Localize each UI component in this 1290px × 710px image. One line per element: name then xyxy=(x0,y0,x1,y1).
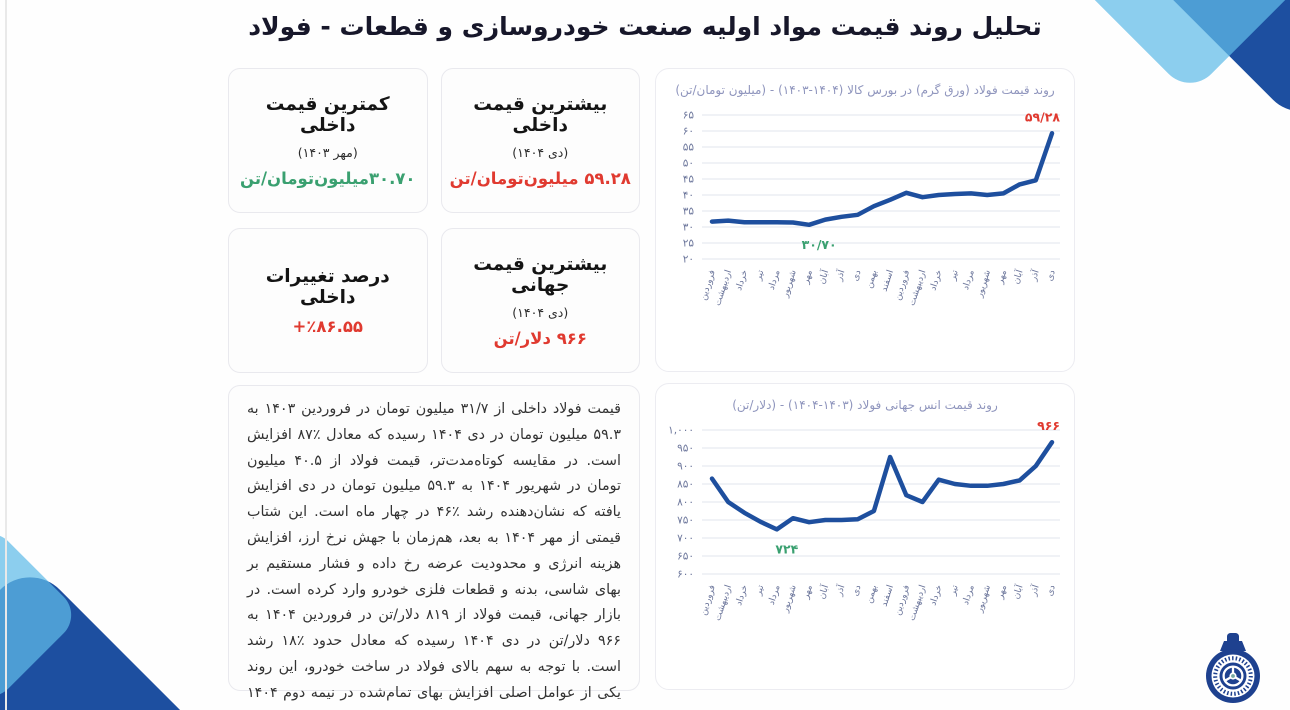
stat-period: (دی ۱۴۰۴) xyxy=(512,144,569,160)
svg-text:۴۰: ۴۰ xyxy=(683,190,694,202)
svg-text:۲۰: ۲۰ xyxy=(683,254,694,266)
svg-text:مرداد: مرداد xyxy=(961,269,977,292)
svg-text:خرداد: خرداد xyxy=(929,584,945,607)
svg-text:بهمن: بهمن xyxy=(864,584,879,605)
svg-text:مهر: مهر xyxy=(801,584,815,601)
svg-text:۷۲۴: ۷۲۴ xyxy=(775,541,798,556)
stat-card-lowest-domestic-price: کمترین قیمت داخلی (مهر ۱۴۰۳) ۳۰.۷۰میلیون… xyxy=(228,68,428,213)
svg-text:شهریور: شهریور xyxy=(780,584,799,615)
svg-text:۳۰/۷۰: ۳۰/۷۰ xyxy=(802,237,837,252)
svg-text:بهمن: بهمن xyxy=(864,269,879,290)
svg-text:آذر: آذر xyxy=(832,583,847,598)
svg-text:آذر: آذر xyxy=(832,268,847,283)
svg-text:۸۰۰: ۸۰۰ xyxy=(677,497,694,509)
svg-text:۵۹/۲۸: ۵۹/۲۸ xyxy=(1025,109,1060,124)
stat-value: ۳۰.۷۰میلیون‌تومان/تن xyxy=(239,168,416,188)
svg-text:۶۵: ۶۵ xyxy=(683,110,695,122)
svg-text:۷۰۰: ۷۰۰ xyxy=(677,533,694,545)
svg-text:۳۵: ۳۵ xyxy=(683,206,695,218)
svg-text:شهریور: شهریور xyxy=(975,584,994,615)
svg-text:آبان: آبان xyxy=(815,583,831,601)
svg-text:۶۰۰: ۶۰۰ xyxy=(677,569,694,581)
svg-text:خرداد: خرداد xyxy=(929,269,945,292)
svg-text:۱,۰۰۰: ۱,۰۰۰ xyxy=(668,425,694,437)
stat-card-highest-global-price: بیشترین قیمت جهانی (دی ۱۴۰۴) ۹۶۶ دلار/تن xyxy=(440,228,640,373)
svg-text:آبان: آبان xyxy=(1010,583,1026,601)
svg-text:۴۵: ۴۵ xyxy=(683,174,695,186)
stat-title: درصد تغییرات داخلی xyxy=(265,265,390,308)
stats-grid: بیشترین قیمت داخلی (دی ۱۴۰۴) ۵۹.۲۸ میلیو… xyxy=(228,68,640,373)
svg-text:دی: دی xyxy=(851,269,864,283)
stat-card-highest-domestic-price: بیشترین قیمت داخلی (دی ۱۴۰۴) ۵۹.۲۸ میلیو… xyxy=(440,68,640,213)
page-title: تحلیل روند قیمت مواد اولیه صنعت خودروساز… xyxy=(248,12,1042,41)
chart-title: روند قیمت فولاد (ورق گرم) در بورس کالا (… xyxy=(675,83,1055,97)
stat-period: (مهر ۱۴۰۳) xyxy=(297,144,358,160)
chart-card-domestic-steel-price: روند قیمت فولاد (ورق گرم) در بورس کالا (… xyxy=(655,68,1075,372)
svg-text:تیر: تیر xyxy=(948,583,961,597)
chart-card-global-steel-price: روند قیمت انس جهانی فولاد (۱۴۰۳-۱۴۰۴) - … xyxy=(655,383,1075,690)
svg-text:مهر: مهر xyxy=(995,269,1009,286)
svg-text:خرداد: خرداد xyxy=(734,584,750,607)
svg-text:مرداد: مرداد xyxy=(767,269,783,292)
svg-text:مهر: مهر xyxy=(995,584,1009,601)
svg-text:۹۶۶: ۹۶۶ xyxy=(1037,418,1060,433)
stat-title: بیشترین قیمت جهانی xyxy=(473,253,608,296)
svg-text:خرداد: خرداد xyxy=(734,269,750,292)
analysis-card: قیمت فولاد داخلی از ۳۱/۷ میلیون تومان در… xyxy=(228,385,640,701)
stat-period: (دی ۱۴۰۴) xyxy=(512,304,569,320)
svg-text:تیر: تیر xyxy=(753,583,766,597)
stat-title: کمترین قیمت داخلی xyxy=(265,93,390,136)
svg-text:۵۰: ۵۰ xyxy=(683,158,694,170)
left-edge-divider xyxy=(5,0,7,710)
svg-text:تیر: تیر xyxy=(753,268,766,282)
svg-text:اسفند: اسفند xyxy=(880,269,896,293)
svg-text:آبان: آبان xyxy=(1010,268,1026,286)
svg-text:۷۵۰: ۷۵۰ xyxy=(677,515,694,527)
svg-text:۶۰: ۶۰ xyxy=(683,126,694,138)
organization-logo xyxy=(1206,633,1260,703)
svg-text:شهریور: شهریور xyxy=(975,269,994,300)
line-chart-domestic-steel: ۲۰ ۲۵ ۳۰ ۳۵ ۴۰ ۴۵ ۵۰ ۵۵ ۶۰ ۶۵ فروردین اردیبهشت خرداد… xyxy=(656,99,1074,355)
svg-text:۸۵۰: ۸۵۰ xyxy=(677,479,694,491)
svg-text:آبان: آبان xyxy=(815,268,831,286)
svg-text:دی: دی xyxy=(1045,584,1058,598)
stat-card-domestic-change-percent: درصد تغییرات داخلی +٪۸۶.۵۵ xyxy=(228,228,428,373)
line-chart-global-steel: ۶۰۰ ۶۵۰ ۷۰۰ ۷۵۰ ۸۰۰ ۸۵۰ ۹۰۰ ۹۵۰ ۱,۰۰۰ فروردین اردی… xyxy=(656,414,1074,670)
svg-text:مرداد: مرداد xyxy=(767,584,783,607)
svg-text:دی: دی xyxy=(851,584,864,598)
svg-text:اسفند: اسفند xyxy=(880,584,896,608)
svg-text:تیر: تیر xyxy=(948,268,961,282)
svg-text:آذر: آذر xyxy=(1027,268,1042,283)
svg-text:۳۰: ۳۰ xyxy=(683,222,694,234)
stat-title: بیشترین قیمت داخلی xyxy=(473,93,608,136)
svg-text:۶۵۰: ۶۵۰ xyxy=(677,551,694,563)
svg-text:مرداد: مرداد xyxy=(961,584,977,607)
svg-text:دی: دی xyxy=(1045,269,1058,283)
stat-value: +٪۸۶.۵۵ xyxy=(292,316,363,336)
chart-title: روند قیمت انس جهانی فولاد (۱۴۰۳-۱۴۰۴) - … xyxy=(732,398,998,412)
analysis-text: قیمت فولاد داخلی از ۳۱/۷ میلیون تومان در… xyxy=(247,401,622,701)
svg-text:۹۰۰: ۹۰۰ xyxy=(677,461,694,473)
svg-text:۲۵: ۲۵ xyxy=(683,238,695,250)
svg-text:۵۵: ۵۵ xyxy=(683,142,695,154)
stat-value: ۵۹.۲۸ میلیون‌تومان/تن xyxy=(449,168,631,188)
stat-value: ۹۶۶ دلار/تن xyxy=(493,328,587,348)
svg-text:شهریور: شهریور xyxy=(780,269,799,300)
svg-text:۹۵۰: ۹۵۰ xyxy=(677,443,694,455)
svg-text:آذر: آذر xyxy=(1027,583,1042,598)
svg-text:مهر: مهر xyxy=(801,269,815,286)
